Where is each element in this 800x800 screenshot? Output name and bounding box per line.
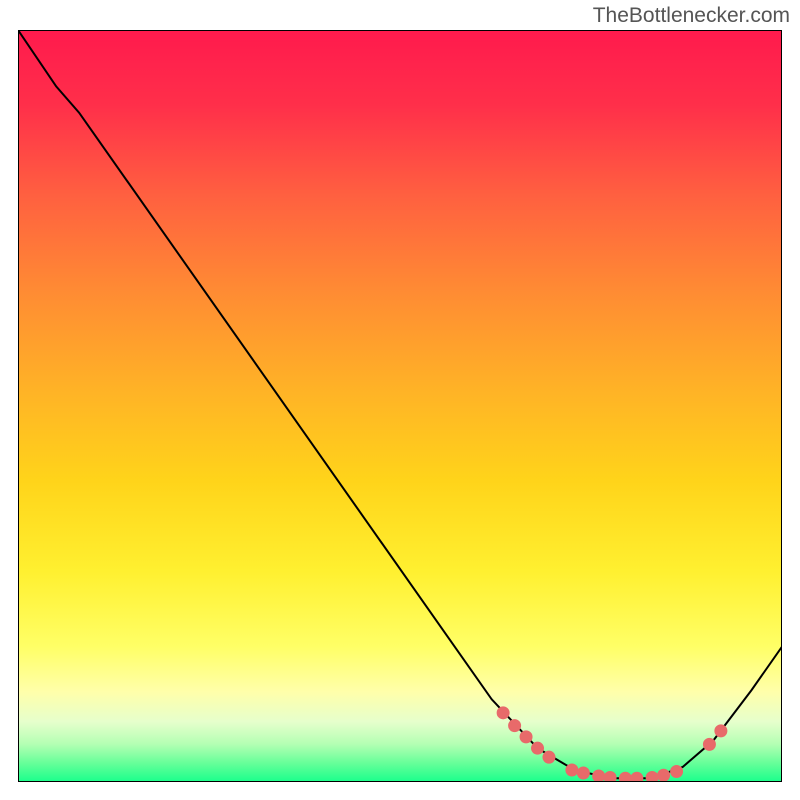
plot-area [18, 30, 782, 784]
gradient-background [18, 30, 782, 782]
data-marker [658, 769, 670, 781]
data-marker [593, 770, 605, 782]
bottleneck-chart [0, 0, 800, 800]
data-marker [631, 772, 643, 784]
data-marker [671, 765, 683, 777]
data-marker [520, 731, 532, 743]
data-marker [577, 767, 589, 779]
data-marker [566, 764, 578, 776]
data-marker [543, 751, 555, 763]
chart-container: { "watermark": { "text": "TheBottlenecke… [0, 0, 800, 800]
data-marker [715, 725, 727, 737]
watermark-text: TheBottlenecker.com [593, 4, 790, 28]
data-marker [532, 742, 544, 754]
data-marker [497, 707, 509, 719]
data-marker [509, 720, 521, 732]
data-marker [619, 772, 631, 784]
data-marker [703, 738, 715, 750]
